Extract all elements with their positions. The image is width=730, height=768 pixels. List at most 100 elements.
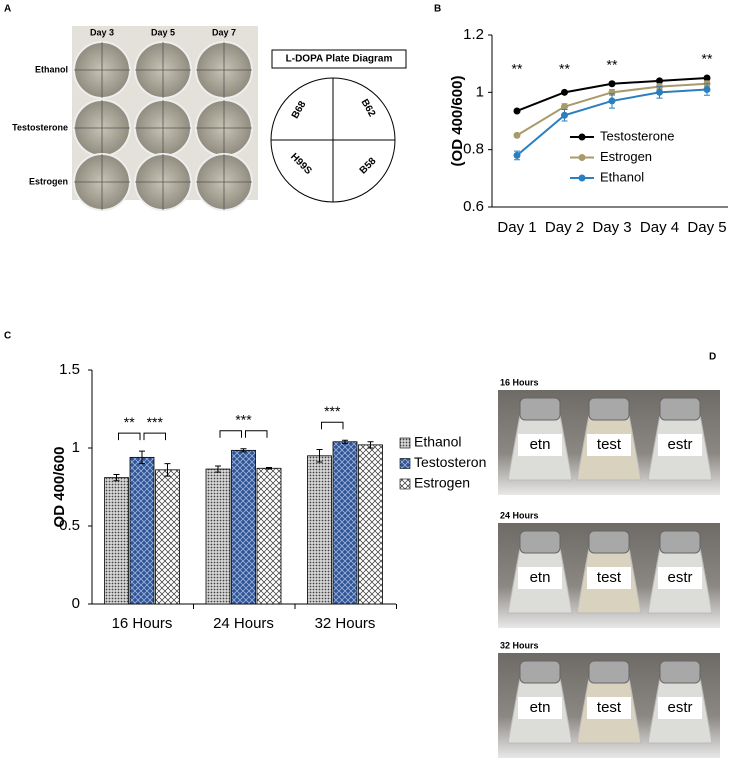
y-tick-label: 0.5 [59, 517, 80, 534]
significance-label: ** [559, 61, 570, 77]
y-tick-label: 1.5 [59, 361, 80, 378]
row-label: Testosterone [12, 122, 68, 132]
error-bar [240, 448, 247, 453]
photo-label: 16 Hours [500, 377, 539, 387]
data-point [561, 88, 568, 96]
foil-cap [659, 397, 701, 421]
flask-tag [518, 697, 562, 719]
legend-marker [578, 174, 586, 182]
data-point [703, 74, 711, 82]
x-tick-label: Day 3 [592, 219, 631, 236]
error-bar [266, 467, 272, 470]
error-bar [164, 463, 171, 477]
flask-label: estr [667, 569, 692, 586]
bar [155, 469, 180, 605]
legend-swatch [399, 458, 411, 469]
error-bar [215, 465, 221, 473]
x-tick-label: 16 Hours [112, 615, 173, 632]
legend-label: Ethanol [600, 169, 644, 184]
bar [129, 456, 155, 605]
legend-label: Estrogen [414, 475, 470, 491]
flask-tag [587, 434, 631, 456]
foil-cap [519, 660, 561, 684]
significance-label: *** [324, 403, 341, 419]
panel-label: C [4, 331, 11, 342]
x-tick-label: 24 Hours [213, 615, 274, 632]
significance-label: ** [607, 56, 618, 72]
y-axis-title: OD 400/600 [51, 447, 68, 528]
data-point [656, 77, 663, 85]
significance-bracket [321, 421, 344, 430]
row-label: Ethanol [35, 64, 68, 74]
data-point [561, 103, 568, 111]
error-bar [113, 474, 120, 482]
y-tick-label: 1 [476, 83, 484, 100]
legend-label: Estrogen [600, 149, 652, 164]
photo-label: 32 Hours [500, 640, 539, 650]
row-label: Estrogen [29, 176, 68, 186]
bar [358, 444, 383, 605]
y-tick-label: 0.8 [463, 141, 484, 158]
flask-tag [658, 567, 702, 589]
data-point [608, 80, 616, 88]
significance-label: *** [235, 411, 252, 427]
diagram-title: L-DOPA Plate Diagram [286, 54, 393, 65]
panel-label: A [4, 4, 11, 15]
y-tick-label: 0.6 [463, 198, 484, 215]
data-point [513, 107, 521, 115]
significance-bracket [143, 432, 166, 441]
x-tick-label: 32 Hours [315, 615, 376, 632]
flask-label: test [597, 569, 622, 586]
foil-cap [519, 397, 561, 421]
flask-label: etn [530, 436, 551, 453]
legend-marker [578, 133, 586, 141]
error-bar [316, 449, 323, 463]
y-tick-label: 0 [72, 595, 80, 612]
bar [231, 449, 256, 605]
data-point [608, 97, 616, 105]
data-point [513, 131, 521, 139]
diagram-title-box [271, 49, 407, 69]
photo-label: 24 Hours [500, 510, 539, 520]
y-axis-title: (OD 400/600) [449, 76, 466, 167]
flask-tag [587, 697, 631, 719]
data-point [703, 85, 711, 93]
significance-bracket [245, 430, 268, 438]
legend-swatch [399, 478, 411, 490]
foil-cap [659, 530, 701, 554]
error-bar [139, 450, 145, 465]
legend-label: Testosterone [600, 128, 674, 143]
error-bar [342, 439, 348, 444]
foil-cap [659, 660, 701, 684]
significance-label: ** [124, 414, 135, 430]
data-point [656, 88, 663, 96]
bar [256, 467, 282, 605]
bar [307, 455, 332, 605]
foil-cap [588, 530, 630, 554]
bar [104, 477, 129, 605]
column-label: Day 3 [90, 27, 114, 37]
flask-tag [518, 567, 562, 589]
data-point [513, 151, 521, 159]
column-label: Day 5 [151, 27, 175, 37]
x-tick-label: Day 2 [545, 219, 584, 236]
flask-label: test [597, 699, 622, 716]
x-tick-label: Day 4 [640, 219, 679, 236]
legend-swatch [399, 437, 411, 449]
foil-cap [588, 397, 630, 421]
x-tick-label: Day 1 [497, 219, 536, 236]
flask-label: etn [530, 569, 551, 586]
column-label: Day 7 [212, 27, 236, 37]
error-bar [367, 441, 374, 449]
foil-cap [519, 530, 561, 554]
flask-tag [587, 567, 631, 589]
flask-tag [518, 434, 562, 456]
legend-marker [578, 154, 586, 161]
bar [205, 468, 231, 605]
foil-cap [588, 660, 630, 684]
flask-label: estr [667, 436, 692, 453]
flask-label: etn [530, 699, 551, 716]
x-tick-label: Day 5 [687, 219, 726, 236]
flask-tag [658, 434, 702, 456]
